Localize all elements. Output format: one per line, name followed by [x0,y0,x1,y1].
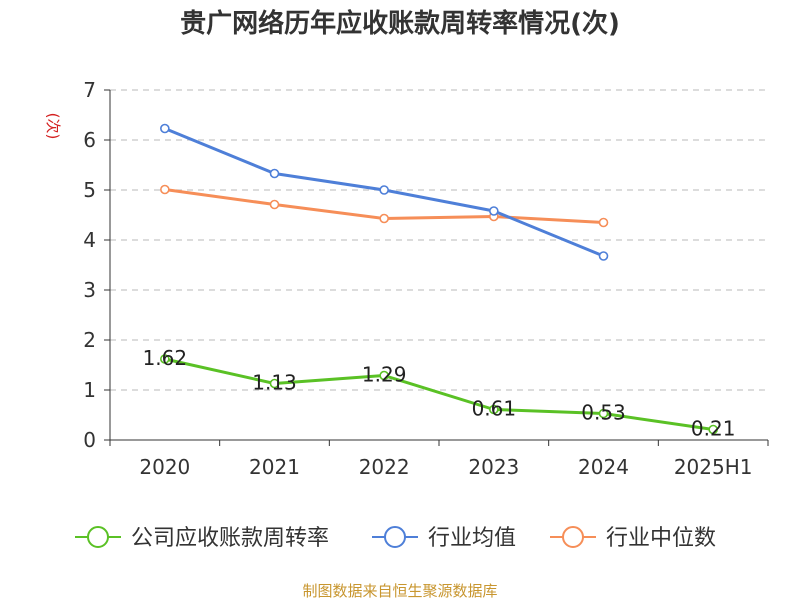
y-tick-label: 6 [83,128,96,152]
data-label: 1.13 [252,371,297,395]
data-point [379,185,389,195]
y-tick-label: 5 [83,178,96,202]
data-label: 0.21 [691,417,736,441]
x-axis: 2020 2021 2022 2023 2024 2025H1 [109,439,769,479]
x-tick-label: 2020 [139,455,190,479]
data-point [489,404,499,415]
data-point [489,206,499,216]
legend-label: 公司应收账款周转率 [131,526,329,551]
data-point [160,354,170,364]
legend-marker [87,526,109,548]
data-label: 1.62 [143,346,188,370]
series-line [164,357,714,431]
y-tick-label: 2 [83,328,96,352]
y-tick-label: 0 [83,428,96,452]
legend-label: 行业中位数 [606,526,716,551]
y-tick-label: 1 [83,378,96,402]
chart-title: 贵广网络历年应收账款周转率情况(次) [180,8,620,39]
y-axis: 0 1 2 3 4 5 6 7 [83,78,111,452]
data-point [598,251,609,261]
data-point [269,199,280,210]
data-point [160,123,170,134]
x-tick-label: 2021 [249,455,300,479]
y-tick-label: 7 [83,78,96,102]
x-tick-label: 2023 [468,455,519,479]
data-point [598,408,609,419]
x-tick-label: 2025H1 [674,455,753,479]
data-point [269,168,280,179]
gridlines [110,89,768,391]
data-label: 0.53 [581,401,626,425]
data-label: 1.29 [362,363,407,387]
y-tick-label: 3 [83,278,96,302]
legend: 公司应收账款周转率 行业均值 行业中位数 [75,526,716,551]
source-note: 制图数据来自恒生聚源数据库 [302,582,497,600]
y-axis-label: (次) [44,113,62,140]
legend-marker [562,526,584,548]
data-point [379,370,389,381]
data-point [708,424,718,435]
legend-marker [384,526,406,548]
legend-label: 行业均值 [428,526,516,551]
data-label: 0.61 [472,397,517,421]
data-point [379,213,389,224]
x-tick-label: 2024 [578,455,629,479]
data-point [598,217,609,228]
data-point [269,378,280,389]
plot-area: 1.62 1.13 1.29 0.61 0.53 0.21 [143,123,736,441]
data-point [160,184,170,195]
y-tick-label: 4 [83,228,96,252]
x-tick-label: 2022 [359,455,410,479]
